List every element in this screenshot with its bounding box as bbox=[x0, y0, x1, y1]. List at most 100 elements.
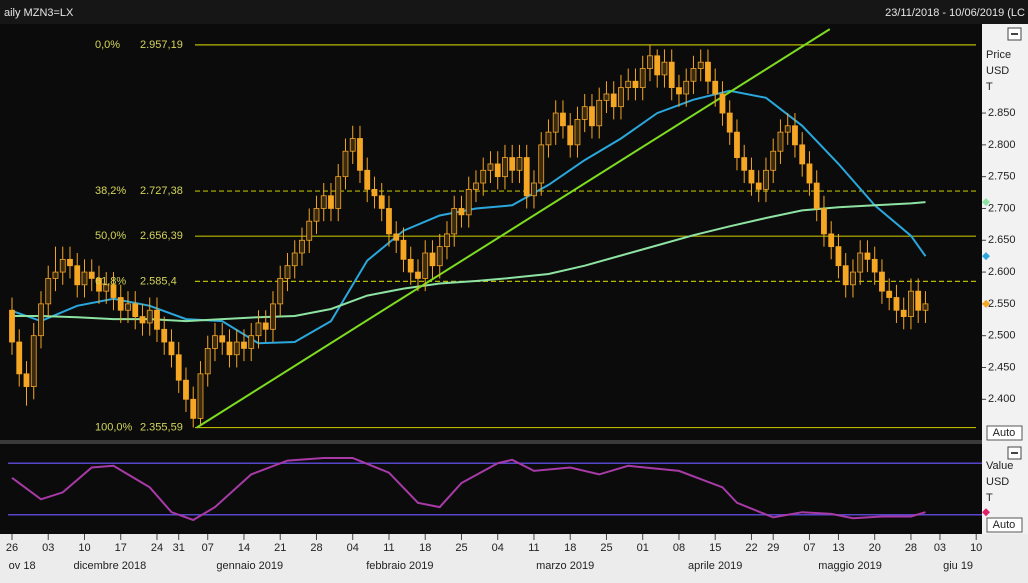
x-tick-label: 20 bbox=[869, 542, 881, 554]
x-tick-label: 18 bbox=[564, 542, 576, 554]
month-label: aprile 2019 bbox=[688, 560, 742, 572]
x-tick-label: 31 bbox=[173, 542, 185, 554]
candle-body bbox=[784, 125, 791, 133]
candle-body bbox=[125, 303, 131, 311]
x-tick-label: 10 bbox=[970, 542, 982, 554]
menu-icon-bar[interactable] bbox=[1011, 33, 1018, 35]
x-axis-strip bbox=[0, 534, 1028, 583]
candle-body bbox=[661, 61, 668, 76]
candle-body bbox=[625, 80, 632, 89]
fib-ratio-label: 61,8% bbox=[95, 275, 126, 287]
candle-body bbox=[386, 208, 392, 235]
candle-body bbox=[23, 373, 30, 387]
candle-body bbox=[212, 335, 218, 349]
x-tick-label: 25 bbox=[455, 542, 467, 554]
y-tick-label: 2.650 bbox=[988, 234, 1016, 246]
candle-body bbox=[371, 188, 378, 197]
y-tick-label: 2.700 bbox=[988, 202, 1016, 214]
candle-body bbox=[74, 265, 81, 286]
candle-body bbox=[835, 246, 842, 267]
x-tick-label: 11 bbox=[528, 542, 539, 554]
candle-body bbox=[81, 271, 88, 286]
candle-body bbox=[480, 169, 487, 184]
candle-body bbox=[226, 341, 233, 356]
candle-body bbox=[262, 322, 269, 330]
axis-label: USD bbox=[986, 65, 1009, 77]
candle-body bbox=[16, 341, 23, 375]
candle-body bbox=[523, 157, 530, 197]
fib-value-label: 2.727,38 bbox=[140, 185, 183, 197]
fib-value-label: 2.355,59 bbox=[140, 421, 183, 433]
candle-body bbox=[67, 258, 73, 267]
candle-body bbox=[132, 303, 139, 317]
candle-body bbox=[741, 157, 748, 171]
x-tick-label: 07 bbox=[202, 542, 214, 554]
axis-label: T bbox=[986, 81, 993, 93]
candle-body bbox=[393, 233, 400, 241]
x-tick-label: 10 bbox=[78, 542, 90, 554]
x-tick-label: 28 bbox=[905, 542, 917, 554]
candle-body bbox=[806, 163, 813, 184]
candle-body bbox=[407, 258, 414, 273]
candle-body bbox=[154, 309, 160, 330]
y-tick-label: 2.450 bbox=[988, 361, 1016, 373]
x-tick-label: 25 bbox=[600, 542, 612, 554]
candle-body bbox=[552, 112, 559, 133]
candle-body bbox=[277, 278, 284, 305]
y-tick-label: 2.800 bbox=[988, 139, 1016, 151]
header-bar bbox=[0, 0, 1028, 24]
x-tick-label: 22 bbox=[745, 542, 757, 554]
fib-value-label: 2.656,39 bbox=[140, 230, 183, 242]
month-label: maggio 2019 bbox=[818, 560, 882, 572]
candle-body bbox=[139, 316, 146, 324]
x-tick-label: 08 bbox=[673, 542, 685, 554]
y-tick-label: 2.750 bbox=[988, 171, 1016, 183]
y-tick-label: 2.550 bbox=[988, 298, 1016, 310]
candle-body bbox=[690, 68, 697, 82]
month-label: dicembre 2018 bbox=[73, 560, 146, 572]
candle-body bbox=[705, 61, 711, 82]
candle-body bbox=[255, 322, 262, 337]
month-label: gennaio 2019 bbox=[216, 560, 283, 572]
candle-body bbox=[233, 341, 240, 356]
candle-body bbox=[175, 354, 182, 381]
x-tick-label: 17 bbox=[115, 542, 127, 554]
last-value-marker bbox=[982, 508, 990, 517]
candle-body bbox=[183, 379, 189, 400]
candle-body bbox=[219, 335, 226, 343]
pane-menu-button[interactable] bbox=[1007, 27, 1022, 41]
menu-icon-bar[interactable] bbox=[1011, 452, 1018, 454]
x-tick-label: 28 bbox=[310, 542, 322, 554]
fib-value-label: 2.585,4 bbox=[140, 275, 177, 287]
auto-button-label[interactable]: Auto bbox=[993, 427, 1016, 439]
auto-button-label[interactable]: Auto bbox=[993, 519, 1016, 531]
candle-body bbox=[908, 290, 914, 317]
candle-body bbox=[306, 220, 313, 241]
axis-label: Value bbox=[986, 460, 1013, 472]
candle-body bbox=[422, 252, 429, 279]
candle-body bbox=[400, 239, 407, 260]
x-tick-label: 07 bbox=[803, 542, 815, 554]
candle-body bbox=[465, 188, 472, 216]
last-value-marker bbox=[982, 299, 990, 308]
x-tick-label: 15 bbox=[709, 542, 721, 554]
candle-body bbox=[502, 157, 508, 178]
candle-body bbox=[342, 150, 349, 178]
candle-body bbox=[146, 309, 153, 324]
candle-body bbox=[291, 252, 298, 267]
candle-body bbox=[538, 144, 545, 184]
auto-button[interactable] bbox=[986, 517, 1023, 533]
pane-menu-button[interactable] bbox=[1007, 446, 1022, 460]
moving-average bbox=[11, 89, 927, 345]
x-tick-label: 04 bbox=[347, 542, 359, 554]
candle-body bbox=[284, 265, 291, 279]
candle-body bbox=[204, 348, 211, 375]
candle-body bbox=[668, 61, 675, 89]
axis-label: T bbox=[986, 492, 993, 504]
candle-body bbox=[509, 157, 516, 171]
candle-body bbox=[734, 131, 740, 158]
candle-body bbox=[712, 80, 719, 95]
candle-body bbox=[871, 258, 878, 273]
month-label: febbraio 2019 bbox=[366, 560, 433, 572]
auto-button[interactable] bbox=[986, 425, 1023, 441]
